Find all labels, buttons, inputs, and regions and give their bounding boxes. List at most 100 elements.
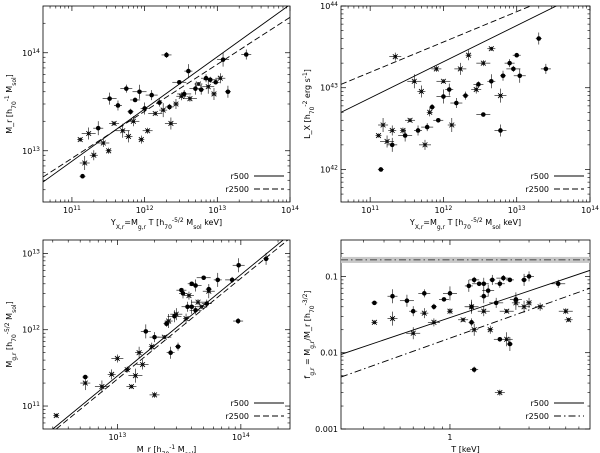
data-point-r500 bbox=[441, 94, 446, 99]
data-point-r500 bbox=[128, 109, 133, 115]
data-point-r500 bbox=[80, 173, 85, 179]
x-tick-label: 1014 bbox=[232, 432, 250, 443]
panel-top-right: 1011 1012 1013 1014 1042 1043 1044 YX,r=Mg,r T … bbox=[302, 1, 600, 231]
legend: r500 r2500 bbox=[525, 399, 584, 421]
legend: r500 r2500 bbox=[525, 172, 584, 194]
data-point-r500 bbox=[193, 307, 198, 313]
data-point-r2500 bbox=[136, 350, 142, 356]
data-point-r2500 bbox=[85, 130, 92, 137]
data-point-r500 bbox=[193, 86, 198, 91]
data-point-r500 bbox=[107, 96, 112, 101]
data-point-r500 bbox=[489, 277, 495, 283]
reference-band bbox=[341, 256, 590, 263]
y-tick-label: 0.1 bbox=[325, 272, 338, 281]
data-point-r500 bbox=[389, 142, 395, 148]
data-point-r2500 bbox=[124, 366, 130, 373]
data-point-r2500 bbox=[173, 311, 179, 317]
fit-line-r2500 bbox=[43, 16, 290, 178]
data-point-r500 bbox=[471, 277, 477, 283]
fit-line-r2500 bbox=[341, 6, 532, 85]
data-point-r2500 bbox=[152, 110, 158, 117]
data-point-r500 bbox=[498, 128, 503, 133]
data-point-r500 bbox=[507, 341, 513, 347]
y-tick-label: 1044 bbox=[320, 1, 338, 12]
data-point-r500 bbox=[220, 57, 226, 62]
x-tick-label: 1013 bbox=[508, 205, 526, 216]
x-axis-label: YX,r=Mg,r T [h70-5/2 Msol keV] bbox=[409, 217, 521, 231]
y-axis-label: L_X [h70-2 erg s-1] bbox=[302, 69, 316, 139]
fit-line-r500 bbox=[43, 6, 289, 183]
y-tick-label: 1014 bbox=[22, 47, 40, 58]
data-point-r500 bbox=[149, 92, 154, 98]
data-point-r2500 bbox=[99, 383, 105, 390]
data-area bbox=[341, 256, 590, 396]
data-point-r500 bbox=[143, 329, 149, 334]
data-point-r2500 bbox=[132, 372, 139, 379]
data-point-r500 bbox=[404, 298, 410, 304]
data-point-r500 bbox=[390, 293, 395, 299]
data-point-r500 bbox=[164, 52, 169, 58]
data-point-r500 bbox=[189, 281, 195, 287]
data-point-r2500 bbox=[410, 330, 416, 336]
fit-line-r500 bbox=[341, 6, 558, 113]
data-point-r500 bbox=[179, 287, 184, 293]
data-point-r2500 bbox=[138, 136, 144, 143]
data-point-r500 bbox=[175, 344, 181, 349]
data-point-r500 bbox=[402, 133, 408, 138]
data-point-r500 bbox=[501, 275, 506, 281]
data-point-r500 bbox=[157, 100, 162, 105]
x-tick-label: 1011 bbox=[63, 205, 81, 216]
data-point-r2500 bbox=[186, 292, 192, 299]
data-point-r500 bbox=[441, 297, 447, 302]
data-point-r2500 bbox=[465, 52, 472, 58]
data-point-r2500 bbox=[513, 300, 519, 306]
legend-label-r500: r500 bbox=[230, 172, 249, 181]
data-point-r500 bbox=[481, 112, 486, 117]
data-point-r500 bbox=[137, 89, 142, 95]
data-point-r500 bbox=[446, 87, 452, 92]
data-point-r500 bbox=[236, 262, 241, 268]
data-point-r2500 bbox=[447, 308, 453, 314]
x-tick-label: 1012 bbox=[435, 205, 453, 216]
data-point-r2500 bbox=[471, 327, 477, 333]
panel-bottom-left: 1013 1014 1011 1012 1013 M_r [h70-1 Msol] Mg,r… bbox=[4, 239, 291, 453]
data-point-r2500 bbox=[205, 84, 211, 90]
data-point-r2500 bbox=[565, 317, 572, 323]
data-point-r500 bbox=[536, 36, 542, 41]
data-point-r2500 bbox=[183, 315, 189, 322]
data-point-r500 bbox=[415, 128, 421, 133]
data-area bbox=[43, 6, 290, 183]
data-point-r500 bbox=[198, 87, 204, 92]
data-point-r2500 bbox=[380, 122, 386, 128]
x-axis-label: YX,r=Mg,r T [h70-5/2 Msol keV] bbox=[110, 217, 222, 231]
data-point-r2500 bbox=[497, 389, 503, 396]
legend-label-r2500: r2500 bbox=[225, 412, 249, 421]
data-point-r500 bbox=[481, 293, 487, 299]
data-point-r500 bbox=[132, 97, 138, 103]
fit-line-r500 bbox=[52, 240, 284, 429]
data-point-r2500 bbox=[389, 127, 395, 134]
data-point-r2500 bbox=[178, 93, 185, 99]
y-axis-label: fg,r = Mg,r/M_r [h70-3/2] bbox=[302, 290, 316, 378]
data-point-r2500 bbox=[449, 122, 455, 128]
data-point-r500 bbox=[203, 75, 209, 81]
data-point-r500 bbox=[263, 256, 269, 262]
data-point-r500 bbox=[410, 308, 416, 314]
data-point-r500 bbox=[435, 117, 441, 123]
data-point-r500 bbox=[447, 291, 453, 296]
data-point-r500 bbox=[489, 78, 494, 84]
data-area bbox=[341, 6, 558, 172]
plot-frame bbox=[340, 239, 591, 430]
legend: r500 r2500 bbox=[225, 399, 284, 421]
data-point-r2500 bbox=[422, 142, 428, 148]
data-point-r500 bbox=[378, 167, 384, 172]
data-point-r2500 bbox=[504, 308, 510, 314]
data-point-r2500 bbox=[211, 91, 217, 97]
data-point-r500 bbox=[115, 103, 121, 108]
data-point-r2500 bbox=[161, 334, 167, 340]
y-axis-label: Mg,r [h70-5/2 Msol] bbox=[4, 301, 18, 367]
data-point-r2500 bbox=[375, 132, 382, 139]
data-point-r2500 bbox=[105, 148, 112, 154]
data-area bbox=[52, 240, 289, 429]
